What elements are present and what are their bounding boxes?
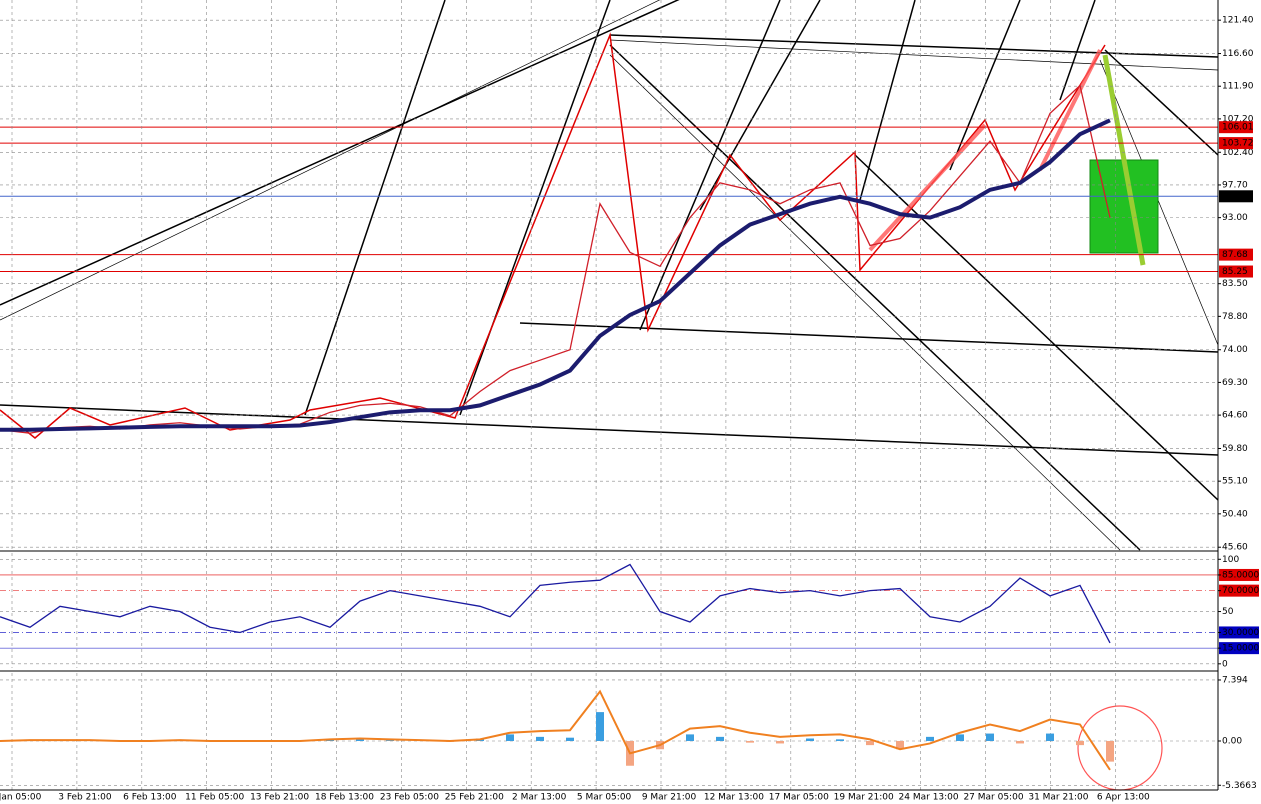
level-label-box bbox=[1219, 642, 1259, 655]
histogram-bar bbox=[536, 736, 544, 741]
y-tick-label: 97.70 bbox=[1222, 180, 1248, 190]
level-label-box bbox=[1219, 248, 1253, 261]
x-tick-label: 17 Mar 05:00 bbox=[769, 793, 829, 803]
histogram-bar bbox=[1076, 740, 1084, 746]
y-tick-label: 15.0000 bbox=[1222, 644, 1259, 654]
x-tick-label: 5 Mar 05:00 bbox=[577, 793, 632, 803]
level-label: 87.68 bbox=[1222, 250, 1248, 260]
x-tick-label: 11 Feb 05:00 bbox=[185, 793, 244, 803]
y-tick-label: 121.40 bbox=[1222, 16, 1254, 26]
histogram-bar bbox=[566, 737, 574, 741]
histogram-bar bbox=[956, 734, 964, 741]
x-tick-label: 18 Feb 13:00 bbox=[315, 793, 374, 803]
x-tick-label: 3 Feb 21:00 bbox=[58, 793, 112, 803]
x-tick-label: 6 Apr 13:00 bbox=[1097, 793, 1150, 803]
y-tick-label: 116.60 bbox=[1222, 49, 1254, 59]
level-label: 103.72 bbox=[1222, 139, 1254, 149]
level-label-box bbox=[1219, 584, 1259, 597]
level-label-box bbox=[1219, 137, 1253, 150]
y-tick-label: 74.00 bbox=[1222, 345, 1248, 355]
x-tick-label: 23 Feb 05:00 bbox=[380, 793, 439, 803]
y-tick-label: 45.60 bbox=[1222, 543, 1248, 553]
histogram-bar bbox=[866, 740, 874, 746]
y-tick-label: 30.0000 bbox=[1222, 628, 1259, 638]
y-tick-label: 50.40 bbox=[1222, 509, 1248, 519]
y-tick-label: 93.00 bbox=[1222, 213, 1248, 223]
histogram-bar bbox=[386, 740, 394, 741]
x-tick-label: 19 Mar 21:00 bbox=[834, 793, 894, 803]
histogram-bar bbox=[716, 736, 724, 741]
level-label: 106.01 bbox=[1222, 123, 1254, 133]
series-line bbox=[0, 689, 1111, 771]
y-tick-label: 100 bbox=[1222, 555, 1239, 565]
series-line bbox=[0, 563, 1111, 644]
x-tick-label: 9 Mar 21:00 bbox=[642, 793, 697, 803]
histogram-bar bbox=[1016, 740, 1024, 744]
histogram-bar bbox=[986, 733, 994, 741]
histogram-bar bbox=[1046, 733, 1054, 741]
histogram-bar bbox=[776, 740, 784, 744]
x-tick-label: 24 Mar 13:00 bbox=[899, 793, 959, 803]
x-tick-label: 31 Mar 21:00 bbox=[1028, 793, 1088, 803]
y-tick-label: 102.40 bbox=[1222, 148, 1254, 158]
y-tick-label: 85.0000 bbox=[1222, 570, 1259, 580]
histogram-bar bbox=[596, 712, 604, 741]
y-tick-label: 55.10 bbox=[1222, 477, 1248, 487]
plot bbox=[0, 0, 1218, 790]
y-tick-label: 59.80 bbox=[1222, 444, 1248, 454]
y-tick-label: -5.3663 bbox=[1222, 781, 1257, 791]
histogram-bar bbox=[836, 739, 844, 741]
y-tick-label: 7.394 bbox=[1222, 675, 1248, 685]
y-tick-label: 0.00 bbox=[1222, 736, 1242, 746]
x-tick-label: Jan 05:00 bbox=[0, 793, 42, 803]
level-label-box bbox=[1219, 626, 1259, 639]
histogram-bar bbox=[1106, 740, 1114, 762]
x-tick-label: 13 Feb 21:00 bbox=[250, 793, 309, 803]
y-tick-label: 69.30 bbox=[1222, 378, 1248, 388]
histogram-bar bbox=[926, 736, 934, 741]
y-tick-label: 78.80 bbox=[1222, 312, 1248, 322]
y-tick-label: 0 bbox=[1222, 659, 1228, 669]
y-tick-label: 83.50 bbox=[1222, 279, 1248, 289]
series-line bbox=[0, 118, 1111, 432]
histogram-bar bbox=[806, 738, 814, 741]
y-tick-label: 111.90 bbox=[1222, 82, 1254, 92]
level-label: 85.25 bbox=[1222, 267, 1248, 277]
x-tick-label: 12 Mar 13:00 bbox=[704, 793, 764, 803]
histogram-bar bbox=[896, 740, 904, 750]
histogram-bar bbox=[686, 734, 694, 741]
x-tick-label: 25 Feb 21:00 bbox=[445, 793, 504, 803]
y-tick-label: 64.60 bbox=[1222, 411, 1248, 421]
level-label-box bbox=[1219, 568, 1259, 581]
histogram-bar bbox=[506, 734, 514, 741]
x-tick-label: 27 Mar 05:00 bbox=[963, 793, 1023, 803]
y-tick-label: 50 bbox=[1222, 607, 1234, 617]
histogram-bar bbox=[356, 739, 364, 741]
histogram-bar bbox=[746, 740, 754, 743]
y-tick-label: 107.20 bbox=[1222, 114, 1254, 124]
level-label: 96.07 bbox=[1222, 192, 1248, 202]
level-label-box bbox=[1219, 265, 1253, 278]
x-tick-label: 2 Mar 13:00 bbox=[512, 793, 567, 803]
level-label-box bbox=[1219, 121, 1253, 134]
level-label-box bbox=[1219, 190, 1253, 203]
x-tick-label: 6 Feb 13:00 bbox=[123, 793, 177, 803]
drawings bbox=[0, 0, 1219, 791]
y-tick-label: 70.0000 bbox=[1222, 586, 1259, 596]
